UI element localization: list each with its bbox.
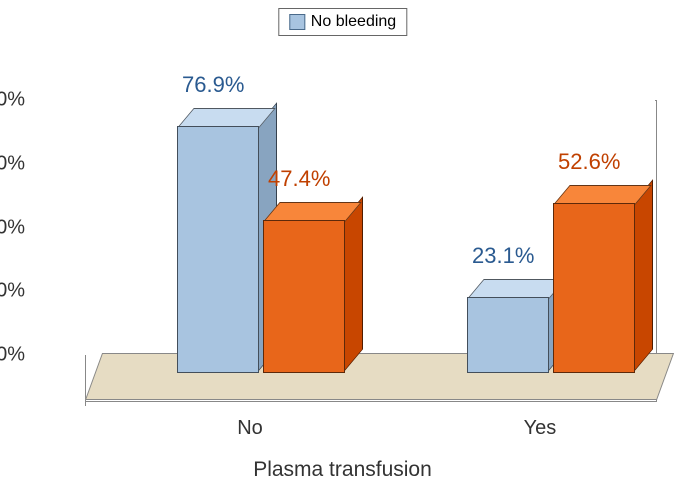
data-label: 52.6% (558, 149, 620, 175)
bar-front (263, 220, 345, 373)
bar (177, 128, 257, 373)
bar (553, 205, 633, 373)
bar (467, 299, 547, 373)
x-category-label: No (155, 417, 345, 440)
bar-top (553, 185, 652, 205)
data-label: 23.1% (472, 243, 534, 269)
bar-front (553, 203, 635, 373)
chart-container: No bleeding 0% 20% 40% 60% 80% No Yes Plasma … (0, 0, 685, 502)
bar-side (343, 196, 363, 373)
y-tick-label: 20% (0, 280, 25, 303)
bar-top (467, 279, 566, 299)
y-tick-label: 80% (0, 89, 25, 112)
bar-front (467, 297, 549, 373)
bar-top (177, 108, 276, 128)
legend-swatch (289, 14, 305, 30)
y-tick-label: 60% (0, 152, 25, 175)
data-label: 76.9% (182, 72, 244, 98)
legend-label: No bleeding (311, 13, 396, 31)
plot-area (85, 100, 655, 400)
x-axis-title: Plasma transfusion (0, 458, 685, 482)
x-tick (85, 400, 86, 406)
y-tick-label: 40% (0, 216, 25, 239)
bar-top (263, 202, 362, 222)
x-category-label: Yes (445, 417, 635, 440)
y-tick-label: 0% (0, 344, 25, 367)
data-label: 47.4% (268, 166, 330, 192)
bar (263, 222, 343, 373)
bar-side (633, 180, 653, 373)
legend: No bleeding (278, 8, 407, 36)
bar-front (177, 126, 259, 373)
